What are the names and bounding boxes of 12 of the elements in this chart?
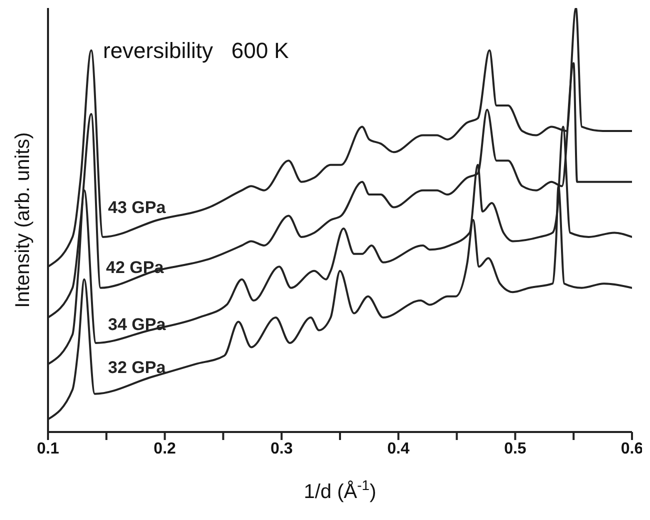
- series-label: 34 GPa: [108, 315, 166, 335]
- x-tick-label: 0.2: [154, 440, 176, 458]
- x-tick-label: 0.4: [387, 440, 410, 458]
- x-tick-label: 0.1: [36, 440, 60, 458]
- x-tick-label: 0.5: [504, 440, 526, 458]
- series-label: 43 GPa: [108, 198, 166, 218]
- series-label: 32 GPa: [108, 358, 166, 378]
- series-label: 42 GPa: [106, 258, 164, 278]
- x-axis-title: 1/d (Å$^{-1}$): [304, 477, 376, 503]
- y-axis-title: Intensity (arb. units): [12, 132, 34, 308]
- x-tick-label: 0.3: [270, 440, 293, 458]
- annotation: reversibility 600 K: [103, 38, 289, 64]
